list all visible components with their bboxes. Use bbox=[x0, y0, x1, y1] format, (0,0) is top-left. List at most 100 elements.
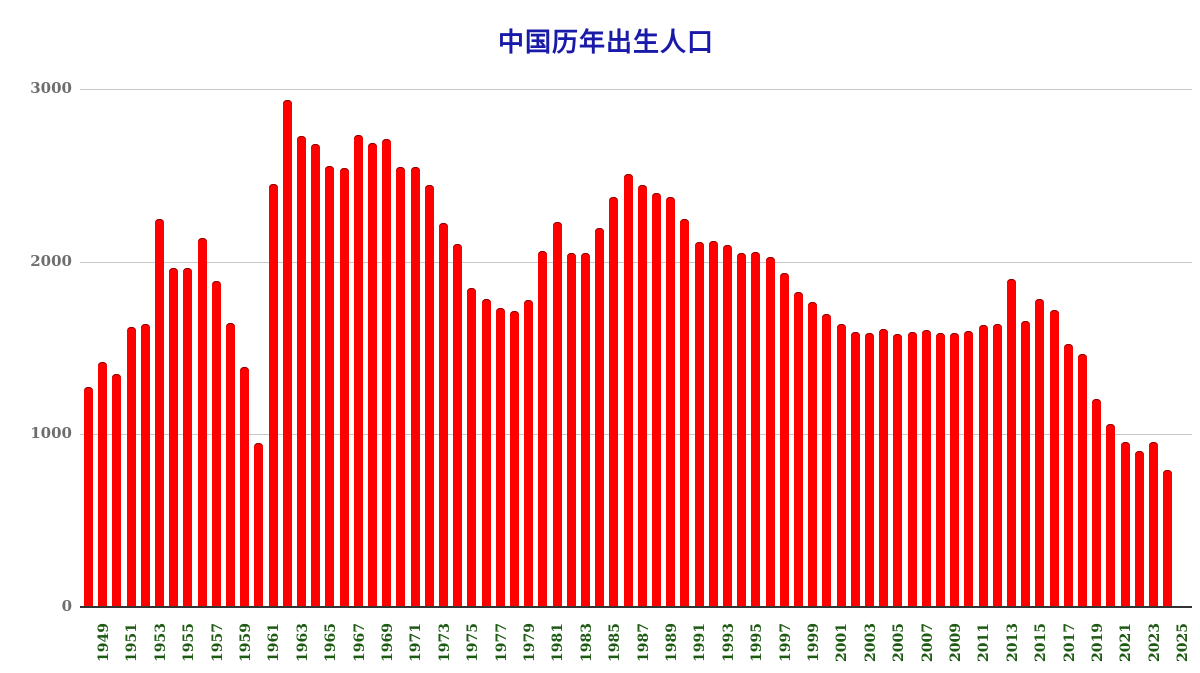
x-tick-label: 1981 bbox=[550, 623, 567, 662]
x-tick-label: 2005 bbox=[891, 623, 908, 662]
bar-1967 bbox=[339, 167, 349, 607]
bar-1999 bbox=[794, 291, 803, 607]
bar-2012 bbox=[978, 324, 988, 607]
bar-2024 bbox=[1149, 442, 1158, 607]
bar-1985 bbox=[595, 227, 605, 607]
bar-1966 bbox=[325, 166, 335, 607]
x-tick-label: 1961 bbox=[266, 623, 283, 662]
x-tick-label: 1953 bbox=[152, 623, 169, 662]
x-tick-label: 2023 bbox=[1146, 623, 1163, 662]
x-axis-labels: 1949 1951 1953 1955 1957 1959 1961 1963 1965 1967… bbox=[80, 612, 1192, 672]
bar-2019 bbox=[1078, 354, 1087, 607]
bar-2022 bbox=[1120, 441, 1130, 607]
bar-2018 bbox=[1063, 344, 1073, 607]
bar-1997 bbox=[765, 256, 775, 607]
bar-2000 bbox=[808, 302, 818, 607]
bar-2007 bbox=[907, 332, 917, 607]
x-tick-label: 1949 bbox=[96, 623, 112, 662]
bar-1952 bbox=[126, 326, 136, 607]
bar-1955 bbox=[169, 267, 179, 607]
bar-2016 bbox=[1035, 298, 1045, 607]
x-tick-label: 1995 bbox=[749, 623, 766, 662]
x-tick-label: 2019 bbox=[1090, 623, 1106, 662]
bar-1972 bbox=[410, 166, 420, 607]
bar-1993 bbox=[708, 240, 718, 607]
bar-1996 bbox=[751, 251, 761, 607]
x-axis-line bbox=[80, 606, 1192, 608]
x-tick-label: 1957 bbox=[209, 623, 226, 662]
bar-1995 bbox=[737, 252, 747, 607]
bar-1956 bbox=[183, 268, 193, 607]
bar-2014 bbox=[1007, 279, 1016, 607]
bar-2009 bbox=[936, 332, 945, 607]
x-tick-label: 1959 bbox=[238, 623, 254, 662]
plot-area bbox=[80, 89, 1192, 607]
x-tick-label: 1999 bbox=[806, 623, 822, 662]
x-tick-label: 1985 bbox=[607, 623, 624, 662]
bar-series bbox=[80, 89, 1192, 607]
bar-2015 bbox=[1021, 321, 1031, 607]
bar-1988 bbox=[637, 184, 647, 607]
bar-2003 bbox=[850, 331, 860, 607]
gridline bbox=[80, 261, 1192, 263]
x-tick-label: 1979 bbox=[522, 623, 538, 662]
x-tick-label: 2013 bbox=[1004, 623, 1021, 662]
bar-1994 bbox=[723, 244, 732, 607]
x-tick-label: 1991 bbox=[692, 623, 709, 662]
bar-1964 bbox=[297, 135, 306, 607]
x-tick-label: 1969 bbox=[380, 623, 396, 662]
x-tick-label: 1971 bbox=[408, 623, 425, 662]
bar-1983 bbox=[566, 252, 576, 607]
bar-1989 bbox=[652, 193, 661, 607]
bar-1990 bbox=[666, 197, 676, 607]
x-tick-label: 1963 bbox=[294, 623, 311, 662]
bar-2010 bbox=[950, 332, 960, 607]
bar-1980 bbox=[524, 300, 534, 607]
bar-1954 bbox=[155, 219, 164, 607]
bar-1961 bbox=[254, 443, 264, 607]
chart-title: 中国历年出生人口 bbox=[497, 28, 714, 58]
bar-2011 bbox=[964, 330, 974, 607]
bar-2002 bbox=[836, 323, 846, 607]
x-tick-label: 2001 bbox=[834, 623, 851, 662]
bar-1953 bbox=[140, 324, 150, 607]
x-tick-label: 2009 bbox=[948, 623, 964, 662]
y-tick-label: 1000 bbox=[30, 424, 72, 443]
x-tick-label: 1975 bbox=[465, 623, 482, 662]
bar-1962 bbox=[268, 183, 278, 607]
x-tick-label: 1965 bbox=[323, 623, 340, 662]
bar-1959 bbox=[226, 322, 235, 607]
gridline bbox=[80, 434, 1192, 436]
x-tick-label: 1977 bbox=[493, 623, 510, 662]
x-tick-label: 2011 bbox=[976, 623, 993, 662]
bar-1991 bbox=[680, 218, 690, 607]
bar-2001 bbox=[822, 314, 832, 607]
x-tick-label: 1973 bbox=[436, 623, 453, 662]
bar-1982 bbox=[552, 221, 562, 607]
x-tick-label: 1987 bbox=[635, 623, 652, 662]
y-tick-label: 0 bbox=[61, 597, 72, 615]
bar-2013 bbox=[992, 323, 1002, 607]
y-tick-label: 2000 bbox=[30, 251, 72, 270]
bar-2020 bbox=[1092, 399, 1102, 607]
bar-2008 bbox=[921, 330, 931, 607]
gridline bbox=[80, 89, 1192, 90]
bar-1957 bbox=[197, 237, 207, 607]
bar-1984 bbox=[581, 253, 590, 607]
x-tick-label: 1989 bbox=[664, 623, 680, 662]
bar-1974 bbox=[439, 222, 448, 607]
bar-2006 bbox=[893, 334, 903, 607]
bar-1950 bbox=[98, 362, 108, 607]
bar-1969 bbox=[368, 142, 377, 607]
bar-1986 bbox=[609, 197, 619, 607]
bar-1973 bbox=[424, 184, 434, 607]
x-tick-label: 2015 bbox=[1033, 623, 1050, 662]
bar-1963 bbox=[282, 100, 292, 607]
x-tick-label: 2025 bbox=[1175, 623, 1192, 662]
x-tick-label: 1993 bbox=[720, 623, 737, 662]
x-tick-label: 1997 bbox=[777, 623, 794, 662]
bar-2021 bbox=[1106, 423, 1116, 607]
bar-1951 bbox=[112, 374, 122, 607]
bar-1960 bbox=[240, 367, 250, 607]
bar-1970 bbox=[382, 139, 392, 607]
